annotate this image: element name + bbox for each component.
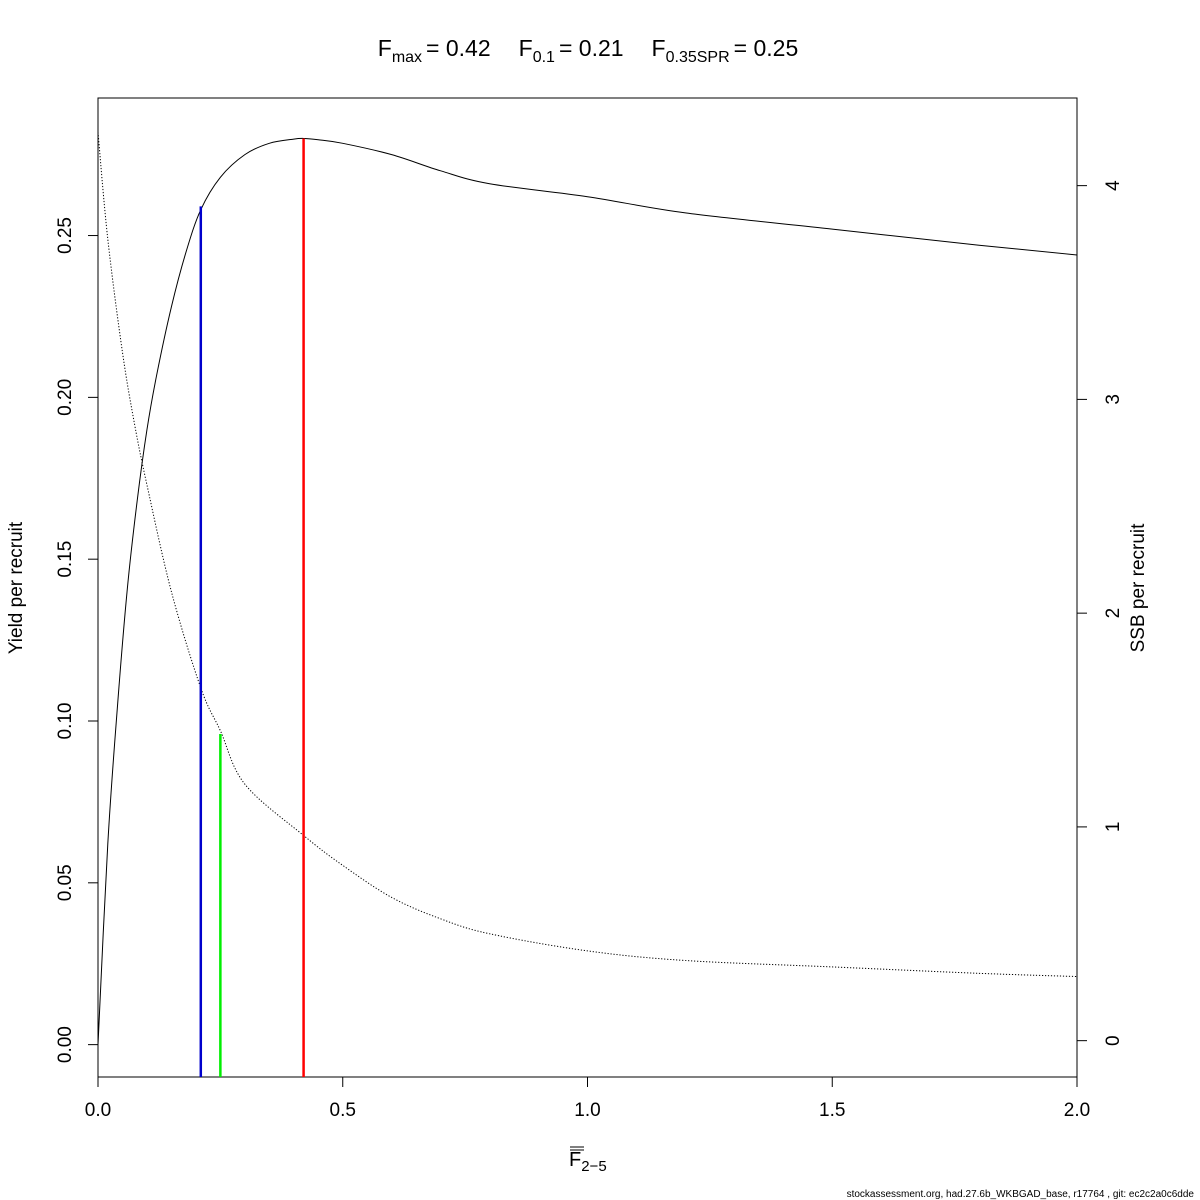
series-group bbox=[97, 132, 1078, 1045]
y-right-tick-label: 0 bbox=[1103, 1035, 1124, 1046]
chart-title: Fmax = 0.42 F0.1 = 0.21 F0.35SPR = 0.25 bbox=[378, 35, 799, 66]
y-left-tick-label: 0.25 bbox=[55, 217, 76, 254]
footer-credit: stockassessment.org, had.27.6b_WKBGAD_ba… bbox=[847, 1189, 1195, 1200]
axes-group: 0.0 0.5 1.0 1.5 2.0 0.00 0.05 0.10 0.15 0.20 0.25 0… bbox=[55, 180, 1124, 1121]
y-right-tick-label: 1 bbox=[1103, 822, 1124, 833]
y-right-tick-label: 4 bbox=[1103, 180, 1124, 191]
x-tick-label: 2.0 bbox=[1064, 1100, 1090, 1121]
y-left-tick-label: 0.15 bbox=[55, 541, 76, 578]
y-left-tick-label: 0.20 bbox=[55, 379, 76, 416]
yield-per-recruit-curve bbox=[97, 137, 1078, 1045]
y-axis-right-label: SSB per recruit bbox=[1128, 523, 1149, 653]
fmax-value: = 0.42 bbox=[426, 35, 491, 61]
f01-subscript: 0.1 bbox=[533, 49, 555, 66]
ssb-per-recruit-curve bbox=[97, 132, 1078, 978]
f01-value: = 0.21 bbox=[559, 35, 624, 61]
x-axis-label: F2−5 bbox=[569, 1146, 607, 1175]
fspr-value: = 0.25 bbox=[734, 35, 799, 61]
fmax-subscript: max bbox=[392, 49, 422, 66]
reference-lines-group bbox=[199, 138, 305, 1077]
x-tick-label: 1.0 bbox=[574, 1100, 600, 1121]
y-axis-left-label: Yield per recruit bbox=[6, 521, 27, 654]
x-label-symbol: F bbox=[569, 1149, 581, 1171]
x-tick-label: 0.5 bbox=[330, 1100, 356, 1121]
fmax-symbol: F bbox=[378, 35, 392, 61]
y-right-tick-label: 3 bbox=[1103, 394, 1124, 405]
y-left-tick-label: 0.10 bbox=[55, 703, 76, 740]
y-right-tick-label: 2 bbox=[1103, 608, 1124, 619]
y-left-tick-label: 0.05 bbox=[55, 864, 76, 901]
f01-symbol: F bbox=[519, 35, 533, 61]
fspr-subscript: 0.35SPR bbox=[666, 49, 730, 66]
plot-frame bbox=[97, 97, 1078, 1078]
fspr-symbol: F bbox=[652, 35, 666, 61]
x-tick-label: 1.5 bbox=[819, 1100, 845, 1121]
x-label-subscript: 2−5 bbox=[581, 1158, 606, 1175]
svg-text:F2−5: F2−5 bbox=[569, 1149, 607, 1175]
x-tick-label: 0.0 bbox=[85, 1100, 111, 1121]
y-left-tick-label: 0.00 bbox=[55, 1026, 76, 1063]
